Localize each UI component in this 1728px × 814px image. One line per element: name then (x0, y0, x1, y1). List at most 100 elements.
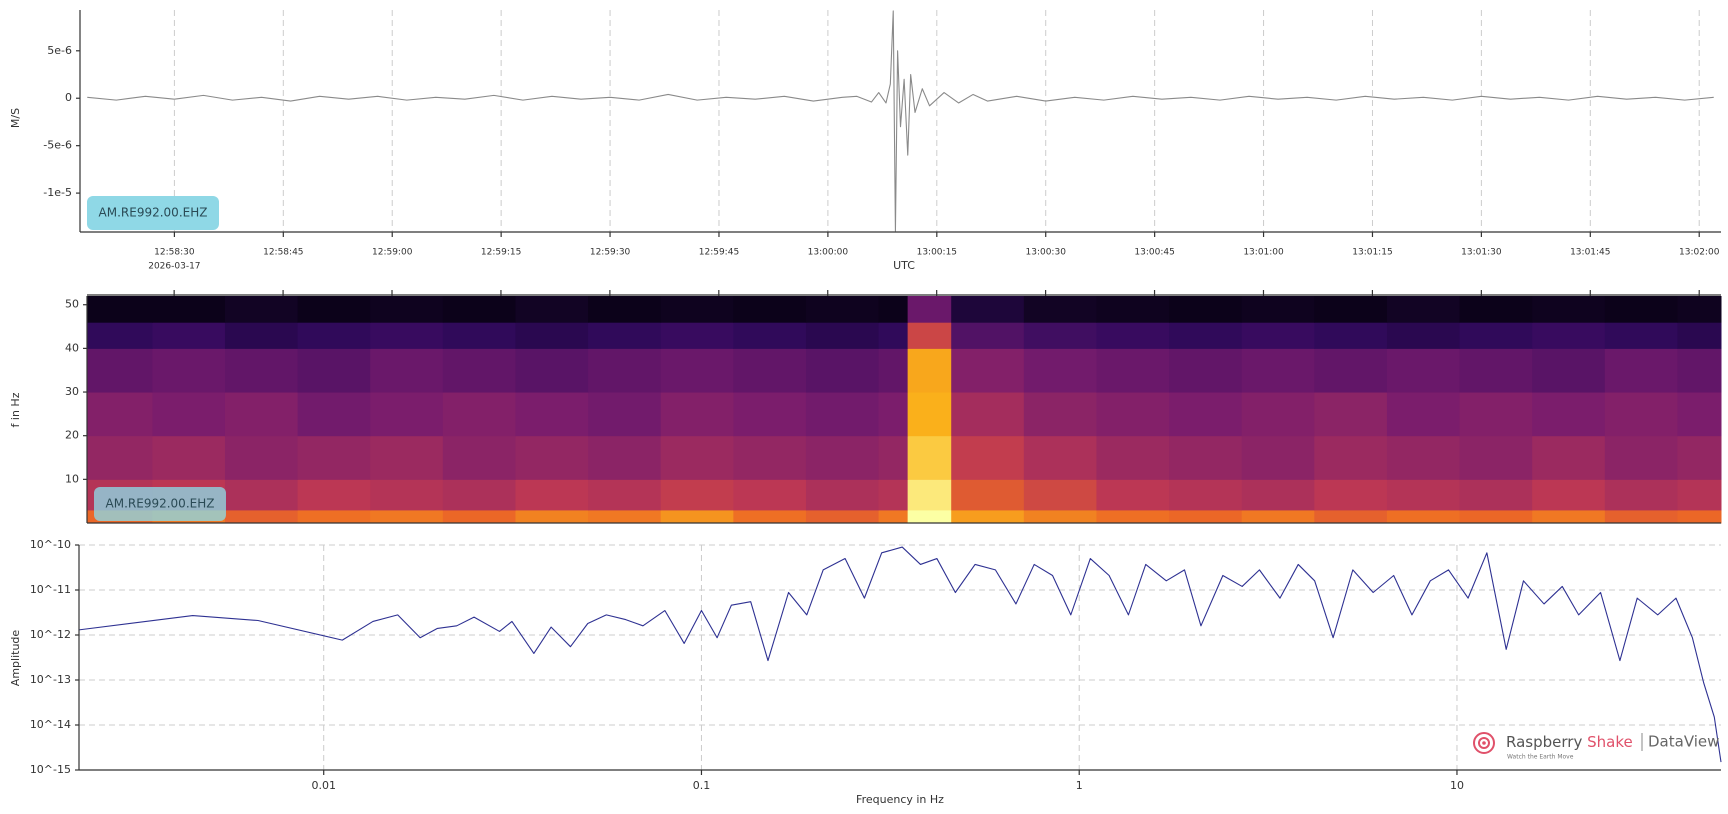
heatmap-cell (878, 322, 909, 349)
heatmap-cell (1314, 392, 1388, 437)
logo-dot (1482, 741, 1486, 745)
heatmap-cell (1386, 296, 1461, 323)
heatmap-cell (1386, 322, 1461, 349)
y-tick-label: 30 (65, 385, 79, 398)
station-badge (87, 196, 219, 230)
y-tick-label: 10^-12 (30, 628, 71, 641)
x-tick-label: 13:00:15 (917, 248, 957, 258)
heatmap-cell (951, 479, 1025, 511)
x-tick-label: 13:01:45 (1570, 248, 1610, 258)
y-tick-label: 10^-14 (30, 718, 71, 731)
heatmap-cell (1241, 322, 1315, 349)
heatmap-cell (907, 296, 952, 323)
heatmap-cell (1314, 348, 1388, 393)
heatmap-cell (1241, 479, 1315, 511)
x-tick-label: 12:58:30 (154, 248, 195, 258)
heatmap-cell (878, 435, 909, 480)
heatmap-cell (1314, 509, 1388, 524)
heatmap-cell (515, 348, 589, 393)
heatmap-cell (733, 435, 807, 480)
brand-tagline: Watch the Earth Move (1507, 754, 1574, 761)
heatmap-cell (1604, 392, 1678, 437)
heatmap-cell (1532, 322, 1606, 349)
brand-product: DataView (1648, 733, 1719, 751)
heatmap-cell (370, 479, 444, 511)
heatmap-cell (224, 479, 299, 511)
chart-panel: 12:58:30 12:58:45 12:59:00 12:59:15 12:59:30… (43, 10, 1721, 272)
heatmap-cell (1677, 392, 1722, 437)
y-tick-label: 10^-11 (30, 583, 71, 596)
heatmap-cell (733, 348, 807, 393)
logo: Raspberry Shake DataView Watch the Earth… (1473, 732, 1719, 761)
heatmap-cell (515, 392, 589, 437)
x-tick-label: 10 (1450, 779, 1464, 792)
heatmap-cell (951, 435, 1025, 480)
x-tick-label: 0.1 (693, 779, 711, 792)
heatmap-cell (297, 296, 371, 323)
heatmap-cell (660, 479, 734, 511)
heatmap-cell (1023, 435, 1097, 480)
heatmap-cell (907, 435, 952, 480)
heatmap-cell (515, 479, 589, 511)
charts: 12:58:30 12:58:45 12:59:00 12:59:15 12:59:30… (30, 10, 1722, 792)
heatmap-cell (1023, 479, 1097, 511)
heatmap-cell (1677, 479, 1722, 511)
heatmap-cell (660, 348, 734, 393)
heatmap-cell (588, 479, 662, 511)
heatmap-cell (152, 392, 226, 437)
y-axis-title: Amplitude (9, 630, 22, 687)
heatmap-cell (1096, 348, 1170, 393)
x-tick-label: 12:58:45 (263, 248, 303, 258)
station-badge (94, 487, 226, 521)
heatmap-cell (1459, 509, 1533, 524)
station-label: AM.RE992.00.EHZ (106, 497, 215, 511)
heatmap-cell (1532, 509, 1606, 524)
heatmap-cell (224, 322, 299, 349)
x-tick-label: 0.01 (311, 779, 336, 792)
heatmap-cell (588, 435, 662, 480)
heatmap-cell (370, 296, 444, 323)
heatmap-cell (1604, 296, 1678, 323)
heatmap-cell (224, 296, 299, 323)
heatmap-cell (515, 296, 589, 323)
heatmap-cell (951, 348, 1025, 393)
heatmap-cell (878, 392, 909, 437)
heatmap-cell (660, 435, 734, 480)
heatmap-cell (588, 348, 662, 393)
heatmap-cell (660, 322, 734, 349)
heatmap-cell (1241, 392, 1315, 437)
y-tick-label: 10 (65, 472, 79, 485)
heatmap-cell (442, 348, 516, 393)
x-tick-label: 13:01:15 (1352, 248, 1392, 258)
heatmap-cell (1386, 348, 1461, 393)
heatmap-cell (1169, 296, 1243, 323)
heatmap-cell (297, 322, 371, 349)
heatmap-cell (1023, 392, 1097, 437)
heatmap-cell (297, 435, 371, 480)
heatmap-cell (1677, 509, 1722, 524)
heatmap-cell (370, 322, 444, 349)
heatmap-cell (1677, 322, 1722, 349)
heatmap-cell (1604, 322, 1678, 349)
heatmap-cell (588, 322, 662, 349)
heatmap-cell (1096, 322, 1170, 349)
heatmap-cell (1241, 509, 1315, 524)
heatmap-cell (87, 435, 153, 480)
heatmap-cell (1169, 479, 1243, 511)
heatmap-cell (1386, 435, 1461, 480)
heatmap-cell (152, 322, 226, 349)
heatmap-cell (1169, 392, 1243, 437)
y-tick-label: 0 (65, 91, 72, 104)
heatmap-cell (1096, 392, 1170, 437)
heatmap-cell (442, 296, 516, 323)
heatmap-cell (297, 348, 371, 393)
chart-panel: 0.01 0.1 1 10 10^-15 10^-14 10^-13 10^-12 10^-11… (30, 538, 1722, 792)
heatmap-cell (733, 479, 807, 511)
heatmap-cell (1677, 296, 1722, 323)
heatmap-cell (1023, 509, 1097, 524)
heatmap-cell (224, 392, 299, 437)
heatmap-cell (660, 509, 734, 524)
heatmap-cell (1386, 392, 1461, 437)
heatmap-cell (1459, 479, 1533, 511)
